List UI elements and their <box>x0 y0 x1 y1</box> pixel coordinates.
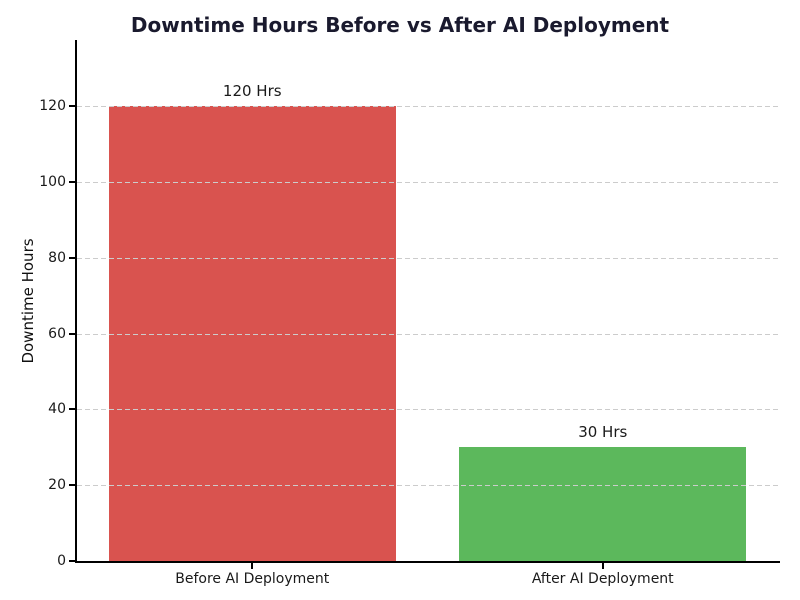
bar-after-ai-deployment <box>459 447 747 561</box>
y-tick-label-80: 80 <box>48 249 66 266</box>
y-tick-label-100: 100 <box>39 174 66 191</box>
x-tick-label-before-ai-deployment: Before AI Deployment <box>175 571 330 587</box>
y-tick-mark-0 <box>69 560 75 562</box>
y-axis-spine <box>75 40 77 563</box>
y-tick-label-20: 20 <box>48 477 66 494</box>
bar-value-label-before-ai-deployment: 120 Hrs <box>222 82 282 101</box>
y-tick-mark-60 <box>69 332 75 335</box>
y-tick-label-60: 60 <box>48 325 66 342</box>
x-axis-spine <box>75 561 780 563</box>
x-tick-mark-before-ai-deployment <box>251 563 254 569</box>
y-tick-mark-80 <box>69 256 75 259</box>
chart-title: Downtime Hours Before vs After AI Deploy… <box>130 13 670 37</box>
bar-value-label-after-ai-deployment: 30 Hrs <box>578 423 628 442</box>
y-tick-label-0: 0 <box>57 553 66 569</box>
y-tick-mark-20 <box>69 484 75 487</box>
bar-before-ai-deployment <box>108 106 396 561</box>
bars-layer <box>77 40 778 561</box>
y-tick-label-40: 40 <box>48 401 66 418</box>
y-tick-label-120: 120 <box>39 98 66 115</box>
y-tick-mark-40 <box>69 408 75 411</box>
x-tick-label-after-ai-deployment: After AI Deployment <box>531 571 674 587</box>
x-tick-mark-after-ai-deployment <box>601 563 604 569</box>
y-tick-mark-120 <box>69 105 75 108</box>
plot-area <box>77 40 778 561</box>
y-tick-mark-100 <box>69 181 75 184</box>
